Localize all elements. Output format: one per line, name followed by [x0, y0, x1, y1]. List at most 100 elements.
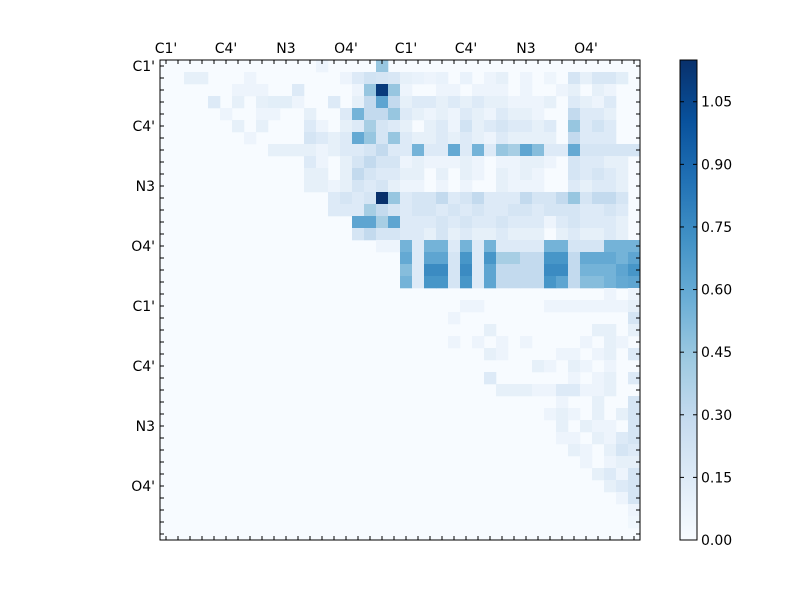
heatmap-cell [364, 228, 377, 241]
heatmap-cell [592, 300, 605, 313]
heatmap-cell [508, 168, 521, 181]
heatmap-cell [592, 276, 605, 289]
heatmap-cell [568, 408, 581, 421]
heatmap-cell [568, 132, 581, 145]
heatmap-cell [628, 288, 641, 301]
heatmap-cell [616, 252, 629, 265]
heatmap-cell [304, 120, 317, 133]
heatmap-cell [484, 192, 497, 205]
colorbar-tick-label: 0.30 [701, 408, 732, 424]
heatmap-cell [604, 72, 617, 85]
heatmap-cell [376, 204, 389, 217]
heatmap-cell [376, 156, 389, 169]
heatmap-cell [592, 108, 605, 121]
heatmap-cell [604, 168, 617, 181]
heatmap-cell [484, 276, 497, 289]
heatmap-cell [484, 120, 497, 133]
heatmap-cell [568, 108, 581, 121]
heatmap-cell [460, 72, 473, 85]
heatmap-cell [508, 108, 521, 121]
heatmap-cell [568, 204, 581, 217]
heatmap-cell [508, 192, 521, 205]
heatmap-cell [340, 108, 353, 121]
heatmap-cell [496, 168, 509, 181]
heatmap-cell [472, 120, 485, 133]
heatmap-cell [412, 72, 425, 85]
heatmap-cell [496, 84, 509, 97]
heatmap-cell [496, 72, 509, 85]
heatmap-cell [436, 252, 449, 265]
heatmap-cell [292, 84, 305, 97]
heatmap-cell [448, 132, 461, 145]
heatmap-cell [616, 204, 629, 217]
heatmap-cell [460, 192, 473, 205]
heatmap-cell [568, 84, 581, 97]
colorbar-tick-label: 0.75 [701, 220, 732, 236]
heatmap-cell [196, 72, 209, 85]
heatmap-cell [628, 480, 641, 493]
heatmap-cell [508, 252, 521, 265]
heatmap-cell [568, 120, 581, 133]
heatmap-cell [604, 132, 617, 145]
heatmap-cell [400, 240, 413, 253]
heatmap-cell [592, 264, 605, 277]
heatmap-cell [604, 252, 617, 265]
y-tick-label: O4' [131, 479, 155, 495]
heatmap-cell [472, 96, 485, 109]
heatmap-cell [628, 324, 641, 337]
heatmap-cell [604, 204, 617, 217]
heatmap-cell [568, 240, 581, 253]
heatmap-cell [208, 96, 221, 109]
heatmap-cell [472, 300, 485, 313]
heatmap-cell [412, 132, 425, 145]
heatmap-cell [592, 324, 605, 337]
heatmap-cell [400, 192, 413, 205]
heatmap-cell [580, 252, 593, 265]
heatmap-cell [412, 264, 425, 277]
heatmap-cell [556, 348, 569, 361]
heatmap-cell [352, 204, 365, 217]
heatmap-cell [436, 228, 449, 241]
heatmap-cell [484, 228, 497, 241]
heatmap-cell [484, 252, 497, 265]
heatmap-cell [460, 156, 473, 169]
heatmap-cell [340, 168, 353, 181]
heatmap-cell [400, 156, 413, 169]
heatmap-cell [484, 72, 497, 85]
heatmap-cell [520, 84, 533, 97]
heatmap-cell [520, 240, 533, 253]
heatmap-cell [472, 132, 485, 145]
heatmap-cell [592, 468, 605, 481]
heatmap-cell [592, 144, 605, 157]
heatmap-cell [592, 252, 605, 265]
heatmap-cell [364, 132, 377, 145]
heatmap-cell [520, 180, 533, 193]
heatmap-cell [556, 300, 569, 313]
heatmap-cell [364, 84, 377, 97]
heatmap-cell [628, 240, 641, 253]
heatmap-cell [616, 168, 629, 181]
heatmap-cell [604, 264, 617, 277]
heatmap-cell [580, 336, 593, 349]
heatmap-cell [424, 132, 437, 145]
heatmap-cell [412, 276, 425, 289]
heatmap-cell [556, 240, 569, 253]
heatmap-cell [460, 108, 473, 121]
heatmap-cell [388, 168, 401, 181]
heatmap-cell [580, 144, 593, 157]
heatmap-cell [544, 132, 557, 145]
heatmap-cell [316, 144, 329, 157]
heatmap-cell [568, 432, 581, 445]
heatmap-cell [580, 300, 593, 313]
heatmap-cell [280, 96, 293, 109]
heatmap-cell [508, 204, 521, 217]
heatmap-cell [460, 276, 473, 289]
heatmap-cell [556, 276, 569, 289]
heatmap-cell [412, 192, 425, 205]
heatmap-cell [580, 168, 593, 181]
heatmap-cell [352, 84, 365, 97]
heatmap-cell [580, 156, 593, 169]
heatmap-cell [508, 264, 521, 277]
heatmap-cell [592, 240, 605, 253]
heatmap-cell [592, 156, 605, 169]
